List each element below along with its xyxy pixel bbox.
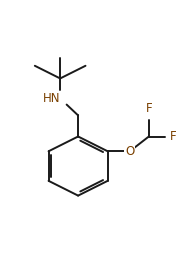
Text: O: O xyxy=(125,145,135,158)
Text: HN: HN xyxy=(43,92,60,105)
Text: F: F xyxy=(146,102,152,115)
Text: F: F xyxy=(170,130,177,143)
